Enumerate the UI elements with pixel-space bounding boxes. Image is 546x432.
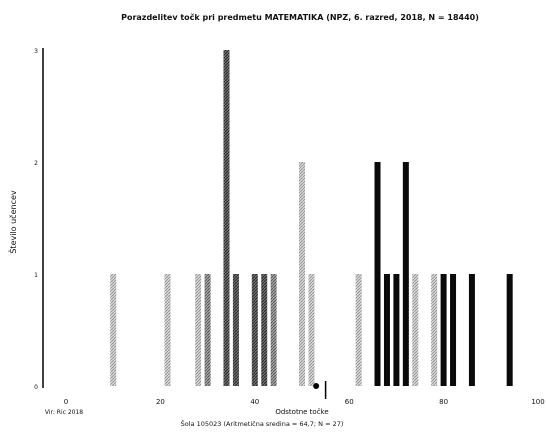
- x-tick-label: 100: [531, 398, 544, 406]
- bar: [431, 274, 438, 386]
- x-sub-label: Vir: Ric 2018: [45, 409, 83, 416]
- bar: [261, 274, 268, 386]
- axis-ticks: 0 20 40 60 80 100 0 1 2 3: [34, 48, 545, 406]
- chart-title: Porazdelitev točk pri predmetu MATEMATIK…: [121, 12, 479, 22]
- y-tick-label: 1: [34, 272, 38, 279]
- bar: [412, 274, 419, 386]
- bar: [468, 274, 475, 386]
- bar: [440, 274, 447, 386]
- bar: [450, 274, 457, 386]
- average-dot: [313, 383, 320, 389]
- bar: [383, 274, 390, 386]
- bar: [204, 274, 211, 386]
- y-axis-label: Število učencev: [7, 190, 18, 254]
- bar: [393, 274, 400, 386]
- x-tick-label: 80: [439, 398, 448, 406]
- x-tick-label: 20: [156, 398, 165, 406]
- bar: [223, 50, 230, 386]
- x-axis-label: Odstotne točke: [275, 408, 328, 416]
- y-tick-label: 3: [34, 48, 38, 55]
- bar: [374, 162, 381, 386]
- bar: [232, 274, 239, 386]
- bar: [110, 274, 117, 386]
- bar: [164, 274, 171, 386]
- bar: [402, 162, 409, 386]
- x-tick-label: 60: [345, 398, 354, 406]
- x-tick-label: 0: [64, 398, 68, 406]
- bar: [506, 274, 513, 386]
- bar: [299, 162, 305, 386]
- bar: [308, 274, 315, 386]
- bar: [251, 274, 258, 386]
- bars: [110, 50, 513, 386]
- chart-footer: Šola 105023 (Aritmetična sredina = 64,7;…: [181, 419, 344, 428]
- y-tick-label: 0: [34, 384, 38, 391]
- bar: [355, 274, 362, 386]
- y-tick-label: 2: [34, 160, 38, 167]
- bar: [270, 274, 277, 386]
- markers: [313, 381, 327, 399]
- bar: [195, 274, 202, 386]
- x-tick-label: 40: [250, 398, 259, 406]
